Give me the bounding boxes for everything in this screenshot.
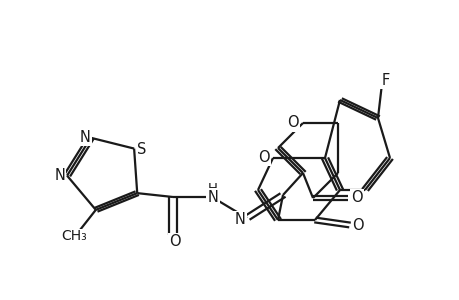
Text: F: F [381,73,389,88]
Text: O: O [352,218,364,233]
Text: N: N [54,168,65,183]
Text: CH₃: CH₃ [61,230,86,244]
Text: O: O [169,234,181,249]
Text: O: O [257,150,269,165]
Text: O: O [351,190,362,206]
Text: N: N [207,190,218,205]
Text: N: N [234,212,245,227]
Text: O: O [286,116,298,130]
Text: S: S [136,142,146,157]
Text: N: N [79,130,90,145]
Text: H: H [207,182,218,195]
